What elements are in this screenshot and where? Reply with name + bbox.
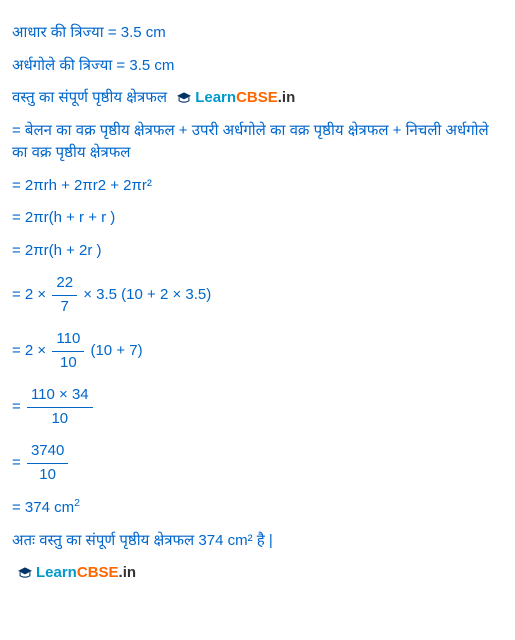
fraction: 22 7 [52,272,77,318]
grad-cap-icon [175,91,193,105]
denominator: 7 [52,296,77,319]
calc-pre: = [12,454,25,471]
numerator: 22 [52,272,77,296]
logo-learn: Learn [36,562,77,585]
logo-in: .in [119,562,137,585]
logo-in: .in [278,87,296,110]
formula-step2: = 2πr(h + r + r ) [12,207,503,230]
conclusion: अतः वस्तु का संपूर्ण पृष्ठीय क्षेत्रफल 3… [12,530,503,553]
radius-base: आधार की त्रिज्या = 3.5 cm [12,22,503,45]
radius-hemisphere: अर्धगोले की त्रिज्या = 3.5 cm [12,55,503,78]
calc-pre: = 2 × [12,286,50,303]
result-sup: 2 [74,497,80,509]
calc-pre: = [12,398,25,415]
watermark-logo: LearnCBSE.in [16,562,136,585]
numerator: 3740 [27,440,68,464]
watermark-logo: LearnCBSE.in [175,87,295,110]
tsa-heading: वस्तु का संपूर्ण पृष्ठीय क्षेत्रफल Learn… [12,87,503,110]
formula-expansion: = बेलन का वक्र पृष्ठीय क्षेत्रफल + उपरी … [12,120,503,165]
calc-step3: = 110 × 34 10 [12,384,503,430]
denominator: 10 [27,408,93,431]
tsa-text: वस्तु का संपूर्ण पृष्ठीय क्षेत्रफल [12,89,167,106]
formula-step3: = 2πr(h + 2r ) [12,240,503,263]
calc-post: (10 + 7) [90,342,142,359]
numerator: 110 × 34 [27,384,93,408]
denominator: 10 [27,464,68,487]
logo-learn: Learn [195,87,236,110]
fraction: 3740 10 [27,440,68,486]
formula-step1: = 2πrh + 2πr2 + 2πr² [12,175,503,198]
footer-logo-line: LearnCBSE.in [12,562,503,585]
fraction: 110 × 34 10 [27,384,93,430]
result-text: = 374 cm [12,499,74,516]
numerator: 110 [52,328,84,352]
fraction: 110 10 [52,328,84,374]
calc-step4: = 3740 10 [12,440,503,486]
grad-cap-icon [16,566,34,580]
calc-pre: = 2 × [12,342,50,359]
result: = 374 cm2 [12,496,503,520]
calc-step2: = 2 × 110 10 (10 + 7) [12,328,503,374]
logo-cbse: CBSE [77,562,119,585]
logo-cbse: CBSE [236,87,278,110]
calc-post: × 3.5 (10 + 2 × 3.5) [83,286,211,303]
calc-step1: = 2 × 22 7 × 3.5 (10 + 2 × 3.5) [12,272,503,318]
denominator: 10 [52,352,84,375]
